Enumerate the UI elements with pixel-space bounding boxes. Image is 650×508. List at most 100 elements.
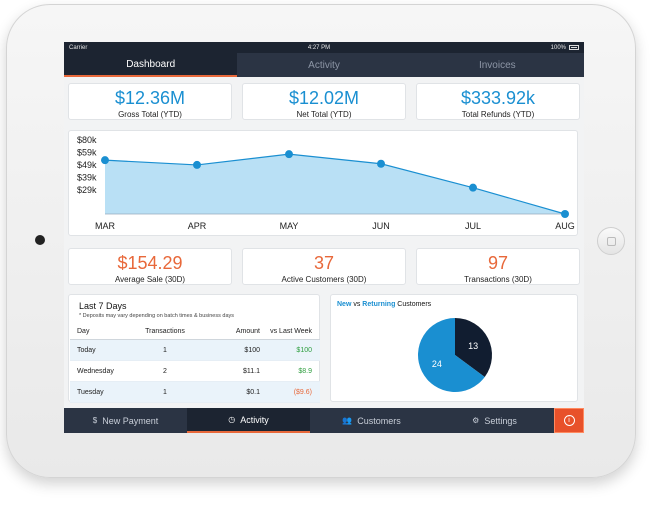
transactions-label: Transactions (30D)	[464, 275, 532, 284]
table-row[interactable]: Wednesday 2 $11.1 $8.9	[70, 361, 320, 382]
header-day: Day	[77, 327, 90, 335]
active-customers-value: 37	[313, 253, 335, 273]
gross-total-value: $12.36M	[114, 88, 186, 108]
tab-invoices[interactable]: Invoices	[478, 59, 516, 71]
total-refunds-card: $333.92k Total Refunds (YTD)	[416, 83, 580, 120]
pie-slice[interactable]	[418, 318, 485, 392]
sales-area-chart: $80k $59k $49k $39k $29k MAR APR MAY JUN JUL AUG	[77, 135, 575, 231]
clock-icon: ◷	[228, 415, 236, 424]
gross-total-label: Gross Total (YTD)	[118, 110, 182, 119]
y-tick-label: $59k	[77, 148, 97, 158]
table-header-row: Day Transactions Amount vs Last Week	[70, 323, 320, 340]
x-tick-label: JUL	[465, 221, 481, 231]
x-tick-label: MAY	[280, 221, 299, 231]
camera-dot	[35, 235, 45, 245]
pie-slice[interactable]	[455, 318, 492, 378]
people-icon: 👥	[342, 416, 353, 425]
tab-dashboard[interactable]: Dashboard	[64, 53, 238, 77]
pie-title-suffix: Customers	[395, 301, 432, 308]
data-point[interactable]	[469, 183, 477, 192]
y-tick-label: $29k	[77, 185, 97, 195]
total-refunds-value: $333.92k	[460, 88, 536, 108]
nav-settings[interactable]: ⚙ Settings	[433, 408, 556, 433]
net-total-label: Net Total (YTD)	[296, 110, 352, 119]
nav-settings-label: Settings	[484, 415, 517, 426]
row-amount: $0.1	[246, 388, 260, 396]
area-fill	[105, 154, 565, 214]
top-tabs: Dashboard Activity Invoices	[64, 53, 584, 77]
battery-icon	[569, 45, 579, 50]
pie-title-vs: vs	[351, 301, 363, 308]
series-line	[104, 153, 566, 215]
y-tick-label: $39k	[77, 173, 97, 183]
home-square-icon	[607, 237, 616, 246]
header-transactions: Transactions	[145, 327, 185, 335]
row-day: Wednesday	[77, 367, 114, 375]
data-point[interactable]	[193, 160, 201, 169]
data-point[interactable]	[285, 150, 293, 159]
carrier-label: Carrier	[69, 44, 88, 51]
average-sale-card: $154.29 Average Sale (30D)	[68, 248, 232, 285]
gear-icon: ⚙	[472, 416, 480, 425]
row-amount: $11.1	[243, 367, 260, 375]
y-tick-label: $80k	[77, 135, 97, 145]
data-point[interactable]	[561, 210, 569, 218]
nav-customers[interactable]: 👥 Customers	[310, 408, 433, 433]
home-button[interactable]	[597, 227, 625, 255]
row-amount: $100	[244, 346, 260, 354]
deposits-note: * Deposits may vary depending on batch t…	[79, 313, 234, 319]
transactions-card: 97 Transactions (30D)	[416, 248, 580, 285]
pie-title-returning: Returning	[362, 301, 396, 308]
last-7-days-title: Last 7 Days	[79, 301, 127, 311]
net-total-card: $12.02M Net Total (YTD)	[242, 83, 406, 120]
nav-activity-label: Activity	[240, 414, 269, 425]
table-row[interactable]: Tuesday 1 $0.1 ($9.6)	[70, 382, 320, 403]
status-time: 4:27 PM	[307, 44, 331, 51]
row-transactions: 1	[163, 346, 167, 354]
info-button[interactable]: i	[554, 408, 584, 433]
sales-chart-card: $80k $59k $49k $39k $29k MAR APR MAY JUN JUL AUG	[68, 130, 578, 236]
nav-new-payment-label: New Payment	[102, 415, 159, 426]
net-total-value: $12.02M	[288, 88, 360, 108]
header-amount: Amount	[235, 327, 260, 335]
header-vs-last-week: vs Last Week	[270, 327, 312, 335]
row-day: Tuesday	[77, 388, 104, 396]
table-row[interactable]: Today 1 $100 $100	[70, 340, 320, 361]
nav-customers-label: Customers	[357, 415, 401, 426]
y-tick-label: $49k	[77, 160, 97, 170]
last-7-days-table: Day Transactions Amount vs Last Week Tod…	[70, 323, 320, 403]
nav-new-payment[interactable]: $ New Payment	[64, 408, 187, 433]
average-sale-label: Average Sale (30D)	[114, 275, 186, 284]
x-tick-label: APR	[188, 221, 207, 231]
row-transactions: 2	[163, 367, 167, 375]
pie-slice-label: 13	[468, 341, 478, 351]
x-tick-label: MAR	[95, 221, 116, 231]
average-sale-value: $154.29	[117, 253, 183, 273]
row-vs-last-week: $8.9	[298, 367, 312, 375]
info-icon: i	[563, 415, 575, 426]
app-screen: Carrier 4:27 PM 100% Dashboard Activity …	[64, 42, 584, 433]
battery-percent: 100%	[550, 44, 566, 51]
gross-total-card: $12.36M Gross Total (YTD)	[68, 83, 232, 120]
pie-slice-label: 24	[432, 359, 442, 369]
customers-pie-title: New vs Returning Customers	[337, 301, 431, 308]
x-tick-label: JUN	[372, 221, 390, 231]
pie-title-new: New	[337, 301, 352, 308]
row-vs-last-week: $100	[296, 346, 312, 354]
last-7-days-card: Last 7 Days * Deposits may vary dependin…	[68, 294, 320, 403]
bottom-nav: $ New Payment ◷ Activity 👥 Customers ⚙ S…	[64, 408, 584, 433]
row-day: Today	[77, 346, 96, 354]
active-customers-label: Active Customers (30D)	[281, 275, 367, 284]
data-point[interactable]	[377, 159, 385, 168]
row-vs-last-week: ($9.6)	[293, 388, 312, 396]
x-tick-label: AUG	[555, 221, 575, 231]
customers-pie-card: New vs Returning Customers 13 24	[330, 294, 578, 402]
active-customers-card: 37 Active Customers (30D)	[242, 248, 406, 285]
total-refunds-label: Total Refunds (YTD)	[461, 110, 535, 119]
nav-activity[interactable]: ◷ Activity	[187, 408, 310, 433]
row-transactions: 1	[163, 388, 167, 396]
data-point[interactable]	[101, 156, 109, 165]
dollar-icon: $	[92, 416, 98, 425]
tab-activity[interactable]: Activity	[308, 59, 340, 71]
status-bar: Carrier 4:27 PM 100%	[64, 42, 584, 53]
